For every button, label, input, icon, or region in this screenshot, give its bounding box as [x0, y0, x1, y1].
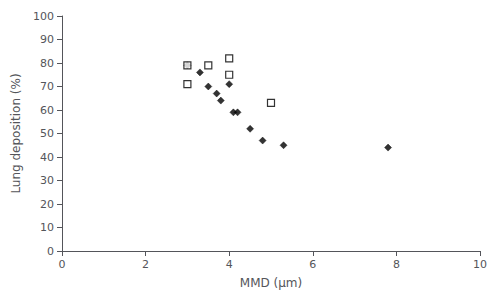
svg-text:40: 40: [40, 151, 54, 164]
svg-text:10: 10: [40, 221, 54, 234]
svg-text:80: 80: [40, 57, 54, 70]
svg-text:30: 30: [40, 174, 54, 187]
svg-text:4: 4: [226, 258, 233, 271]
svg-text:60: 60: [40, 104, 54, 117]
svg-text:20: 20: [40, 198, 54, 211]
svg-text:0: 0: [59, 258, 66, 271]
svg-text:Lung deposition (%): Lung deposition (%): [9, 73, 23, 193]
svg-text:10: 10: [473, 258, 487, 271]
svg-text:6: 6: [309, 258, 316, 271]
svg-text:2: 2: [142, 258, 149, 271]
svg-text:MMD (μm): MMD (μm): [240, 276, 302, 290]
svg-text:70: 70: [40, 80, 54, 93]
svg-text:100: 100: [33, 10, 54, 23]
svg-text:50: 50: [40, 127, 54, 140]
svg-text:90: 90: [40, 33, 54, 46]
svg-text:0: 0: [47, 245, 54, 258]
svg-text:8: 8: [393, 258, 400, 271]
